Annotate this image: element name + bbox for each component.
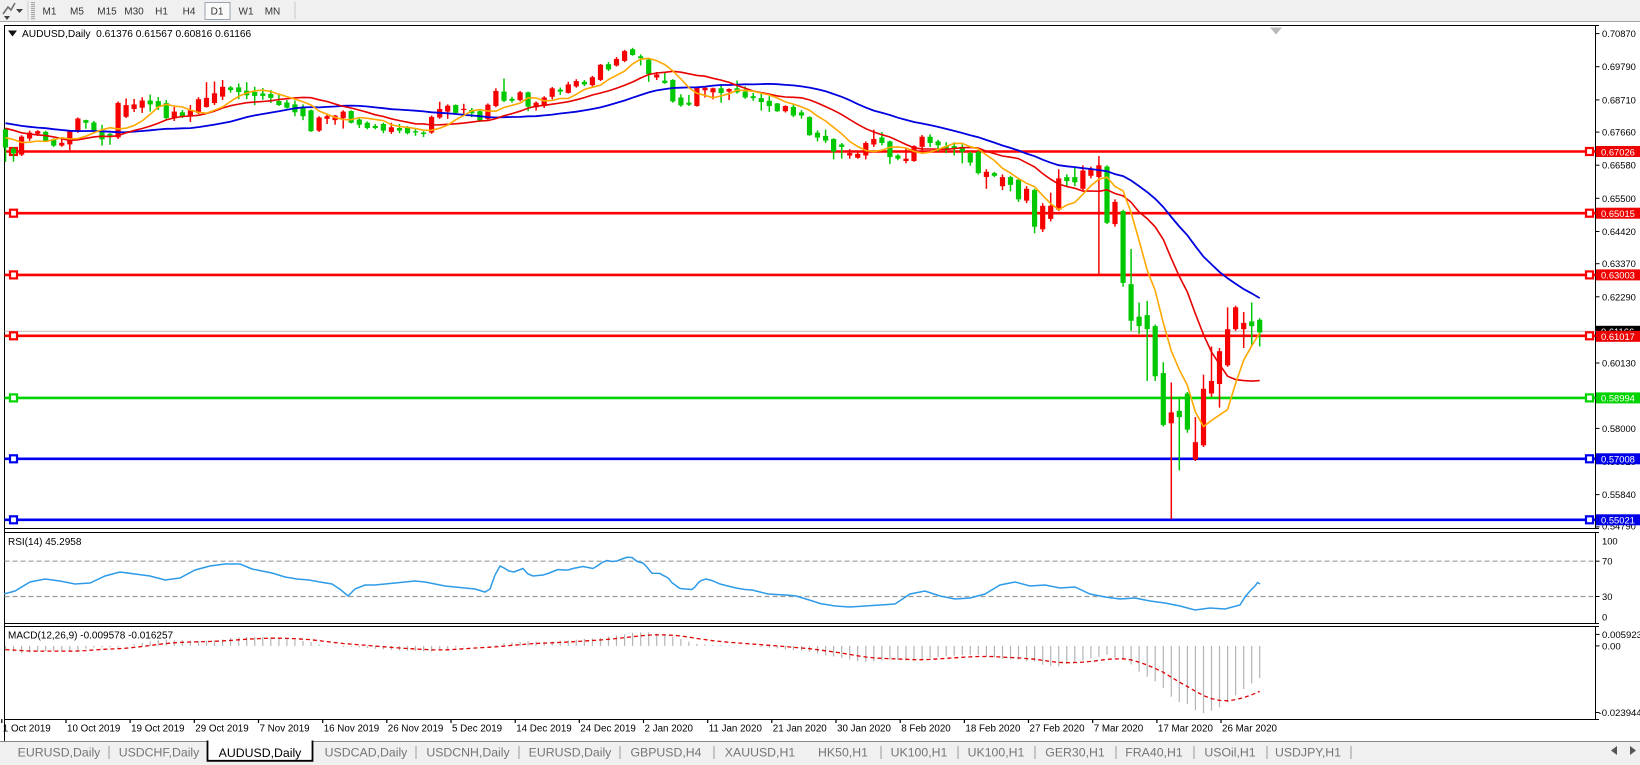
svg-text:18 Feb 2020: 18 Feb 2020 [965,724,1021,735]
svg-text:EURUSD,Daily: EURUSD,Daily [529,746,613,760]
svg-text:0.60130: 0.60130 [1602,358,1636,369]
svg-text:0.65015: 0.65015 [1601,208,1635,219]
svg-text:29 Oct 2019: 29 Oct 2019 [195,724,248,735]
svg-text:AUDUSD,Daily: AUDUSD,Daily [219,746,303,760]
svg-text:0.65500: 0.65500 [1602,193,1636,204]
svg-text:W1: W1 [239,7,254,18]
svg-text:0.00: 0.00 [1602,641,1621,652]
svg-text:0.62290: 0.62290 [1602,291,1636,302]
svg-text:RSI(14) 45.2958: RSI(14) 45.2958 [8,537,82,548]
svg-text:D1: D1 [211,7,224,18]
svg-text:M1: M1 [43,7,57,18]
svg-text:27 Feb 2020: 27 Feb 2020 [1030,724,1086,735]
svg-text:0.67026: 0.67026 [1601,146,1635,157]
svg-text:30 Jan 2020: 30 Jan 2020 [837,724,891,735]
svg-text:21 Jan 2020: 21 Jan 2020 [773,724,827,735]
svg-text:0.61017: 0.61017 [1601,331,1635,342]
svg-text:-0.023944: -0.023944 [1599,708,1640,719]
svg-text:USDCHF,Daily: USDCHF,Daily [119,746,200,760]
svg-text:100: 100 [1602,535,1618,546]
svg-text:MACD(12,26,9) -0.009578 -0.016: MACD(12,26,9) -0.009578 -0.016257 [8,631,174,642]
svg-text:26 Nov 2019: 26 Nov 2019 [388,724,444,735]
svg-text:11 Jan 2020: 11 Jan 2020 [709,724,763,735]
svg-text:0.57008: 0.57008 [1601,454,1635,465]
svg-text:0.58994: 0.58994 [1601,393,1635,404]
svg-text:16 Nov 2019: 16 Nov 2019 [324,724,380,735]
svg-text:USDCAD,Daily: USDCAD,Daily [325,746,409,760]
svg-text:USDCNH,Daily: USDCNH,Daily [426,746,510,760]
svg-text:H1: H1 [155,7,168,18]
svg-text:0.69790: 0.69790 [1602,61,1636,72]
svg-text:0.55840: 0.55840 [1602,489,1636,500]
svg-text:5 Dec 2019: 5 Dec 2019 [452,724,502,735]
svg-text:USDJPY,H1: USDJPY,H1 [1275,746,1341,760]
svg-text:UK100,H1: UK100,H1 [891,746,948,760]
svg-text:0.68710: 0.68710 [1602,94,1636,105]
svg-text:0.67660: 0.67660 [1602,127,1636,138]
svg-text:M5: M5 [70,7,84,18]
svg-text:AUDUSD,Daily 0.61376 0.61567: AUDUSD,Daily 0.61376 0.61567 0.60816 0.6… [22,29,252,40]
svg-text:0.005923: 0.005923 [1602,630,1640,641]
svg-text:30: 30 [1602,591,1612,602]
svg-text:26 Mar 2020: 26 Mar 2020 [1222,724,1278,735]
svg-text:XAUUSD,H1: XAUUSD,H1 [725,746,796,760]
svg-text:2 Jan 2020: 2 Jan 2020 [645,724,694,735]
svg-text:0.66580: 0.66580 [1602,160,1636,171]
svg-text:0.54790: 0.54790 [1602,521,1636,532]
svg-text:0.55021: 0.55021 [1601,515,1635,526]
svg-text:10 Oct 2019: 10 Oct 2019 [67,724,120,735]
svg-text:17 Mar 2020: 17 Mar 2020 [1158,724,1214,735]
svg-text:FRA40,H1: FRA40,H1 [1125,746,1183,760]
svg-text:0.64420: 0.64420 [1602,226,1636,237]
svg-text:GBPUSD,H4: GBPUSD,H4 [630,746,701,760]
svg-text:7 Mar 2020: 7 Mar 2020 [1094,724,1144,735]
svg-text:70: 70 [1602,556,1612,567]
svg-text:8 Feb 2020: 8 Feb 2020 [901,724,951,735]
svg-text:M30: M30 [124,7,144,18]
svg-text:7 Nov 2019: 7 Nov 2019 [260,724,310,735]
svg-text:GER30,H1: GER30,H1 [1045,746,1105,760]
svg-text:0: 0 [1602,611,1607,622]
svg-text:1 Oct 2019: 1 Oct 2019 [3,724,51,735]
svg-text:0.63370: 0.63370 [1602,258,1636,269]
svg-text:MN: MN [265,7,281,18]
svg-text:HK50,H1: HK50,H1 [818,746,868,760]
svg-text:0.70870: 0.70870 [1602,28,1636,39]
svg-text:19 Oct 2019: 19 Oct 2019 [131,724,184,735]
svg-text:0.63003: 0.63003 [1601,270,1635,281]
svg-text:H4: H4 [183,7,196,18]
svg-text:0.58000: 0.58000 [1602,423,1636,434]
svg-text:EURUSD,Daily: EURUSD,Daily [18,746,102,760]
svg-text:24 Dec 2019: 24 Dec 2019 [580,724,636,735]
svg-text:14 Dec 2019: 14 Dec 2019 [516,724,572,735]
svg-text:UK100,H1: UK100,H1 [968,746,1025,760]
svg-text:M15: M15 [97,7,117,18]
svg-text:USOil,H1: USOil,H1 [1204,746,1255,760]
